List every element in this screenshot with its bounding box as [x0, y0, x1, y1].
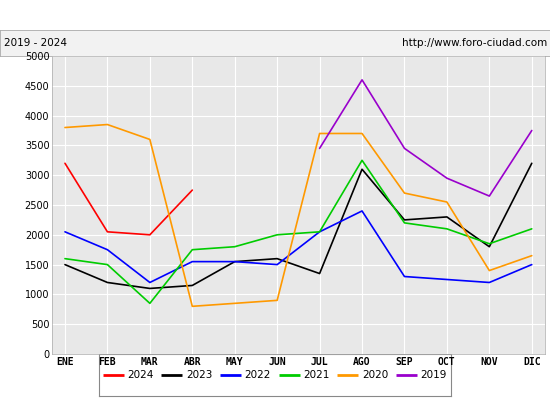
Text: 2019 - 2024: 2019 - 2024	[4, 38, 68, 48]
Text: 2019: 2019	[421, 370, 447, 380]
Text: http://www.foro-ciudad.com: http://www.foro-ciudad.com	[402, 38, 547, 48]
Text: 2021: 2021	[303, 370, 329, 380]
Text: 2022: 2022	[245, 370, 271, 380]
Text: Evolucion Nº Turistas Nacionales en el municipio de Fene: Evolucion Nº Turistas Nacionales en el m…	[78, 8, 472, 22]
Text: 2020: 2020	[362, 370, 388, 380]
Text: 2024: 2024	[127, 370, 153, 380]
Text: 2023: 2023	[186, 370, 212, 380]
